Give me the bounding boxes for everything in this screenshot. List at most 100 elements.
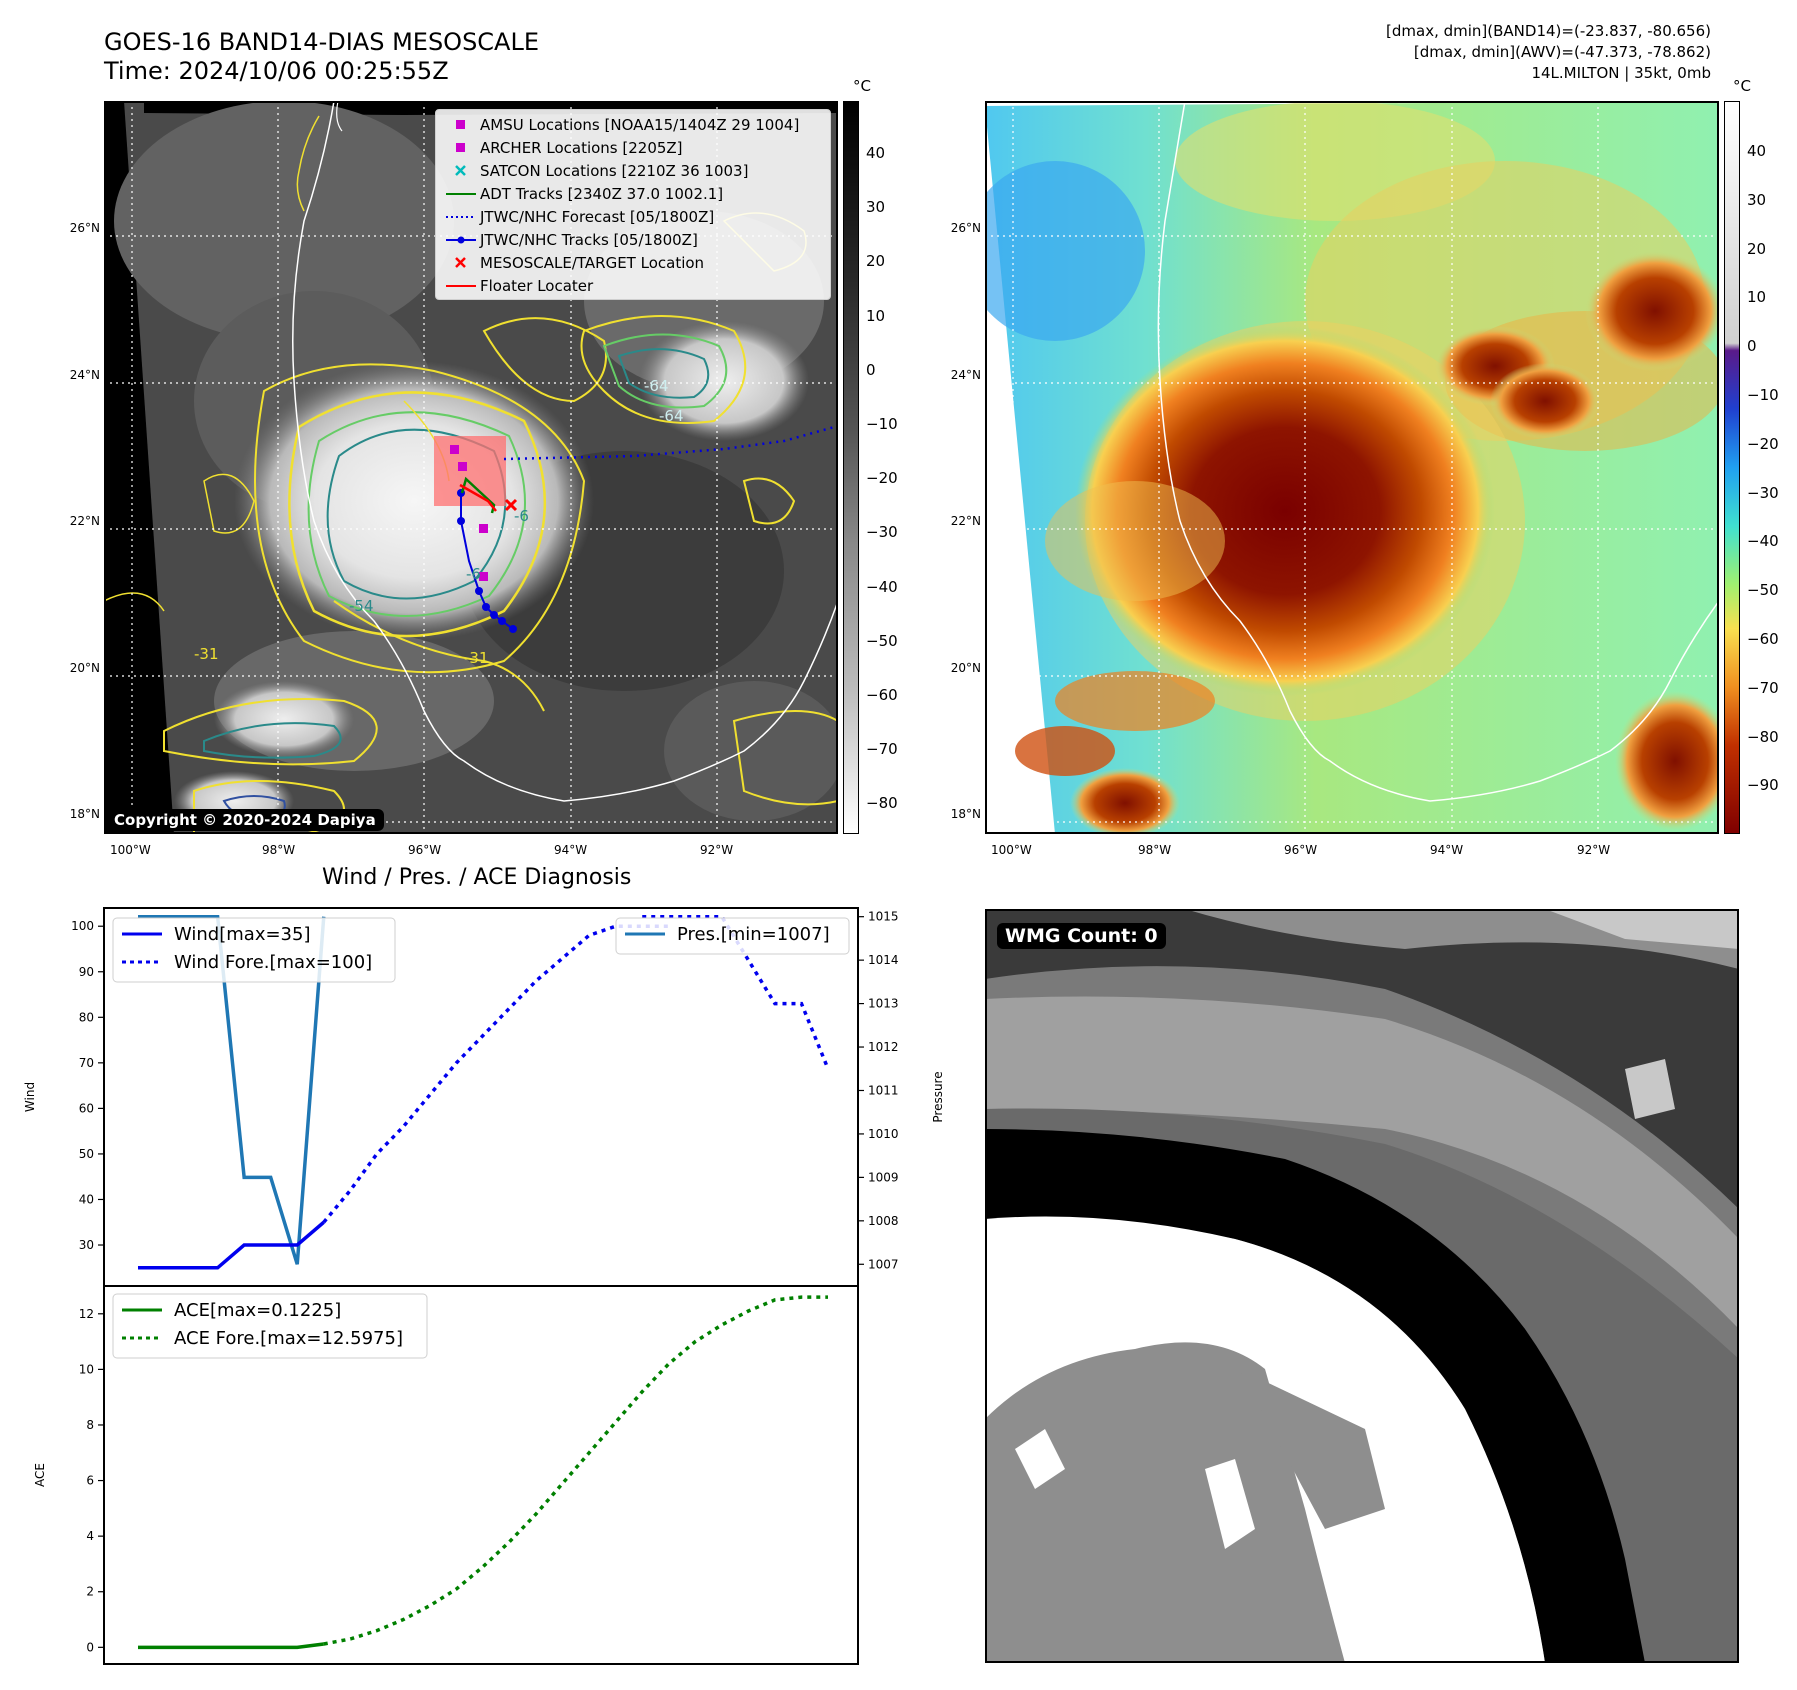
axis-tick-label: 1007 <box>868 1257 899 1271</box>
legend-item: JTWC/NHC Tracks [05/1800Z] <box>442 228 830 251</box>
wind-forecast-series-line <box>322 924 669 1224</box>
lat-label-22-right: 22°N <box>950 514 981 528</box>
axis-tick-label: 1008 <box>868 1214 899 1228</box>
pressure-axis-ticks: 1007 1008 1009 1010 1011 1012 1013 1014 1015 <box>858 910 899 1271</box>
lat-label-20: 20°N <box>69 661 100 675</box>
colorbar-tick: 10 <box>866 306 886 325</box>
lon-label-98: 98°W <box>262 843 296 857</box>
colorbar-tick: −90 <box>1747 776 1779 795</box>
colorbar-tick: 40 <box>1747 142 1767 160</box>
map-title: GOES-16 BAND14-DIAS MESOSCALE <box>104 28 540 56</box>
axis-tick-label: 6 <box>86 1474 94 1488</box>
legend-symbol <box>446 236 476 244</box>
legend-symbol <box>456 143 465 152</box>
colorbar-tick: −10 <box>1747 386 1779 404</box>
band14-map: -64 -64 -54 -6 -31 -31 -6 AMSU Locations… <box>104 101 838 834</box>
legend-symbol <box>455 257 466 268</box>
axis-tick-label: 8 <box>86 1418 94 1432</box>
map-time: Time: 2024/10/06 00:25:55Z <box>104 57 449 85</box>
colorbar-tick: −50 <box>866 631 898 650</box>
legend-label: AMSU Locations [NOAA15/1404Z 29 1004] <box>480 115 800 134</box>
pressure-forecast-series-line <box>642 914 830 1070</box>
axis-tick-label: 1014 <box>868 953 899 967</box>
archer-marker-3 <box>479 572 488 581</box>
wind-legend: Wind[max=35] Wind Fore.[max=100] <box>112 917 396 983</box>
colorbar-tick: −60 <box>1747 630 1779 648</box>
lon-label-94-right: 94°W <box>1430 843 1464 857</box>
target-marker <box>504 498 518 512</box>
lon-label-100: 100°W <box>110 843 151 857</box>
left-colorbar-unit: °C <box>853 77 871 95</box>
axis-tick-label: 80 <box>79 1010 94 1024</box>
awv-map <box>985 101 1719 834</box>
colorbar-tick: 30 <box>1747 190 1767 209</box>
lon-label-94: 94°W <box>554 843 588 857</box>
legend-symbol <box>456 120 465 129</box>
legend-item: ADT Tracks [2340Z 37.0 1002.1] <box>442 182 830 205</box>
wmg-panel: WMG Count: 0 <box>985 909 1739 1663</box>
lon-label-96-right: 96°W <box>1284 843 1318 857</box>
wmg-image <box>985 909 1739 1663</box>
amsu-marker <box>450 445 459 454</box>
floater-locater-line <box>459 483 497 512</box>
right-colorbar-unit: °C <box>1733 77 1751 95</box>
ace-series-line <box>138 1642 324 1650</box>
contour-label-5: -31 <box>194 645 219 663</box>
copyright-badge: Copyright © 2020-2024 Dapiya <box>106 809 384 831</box>
left-colorbar <box>843 101 859 834</box>
info-dmax-awv: [dmax, dmin](AWV)=(-47.373, -78.862) <box>1413 43 1711 61</box>
awv-map-frame <box>985 101 1719 834</box>
colorbar-tick: 20 <box>1747 239 1767 258</box>
lon-label-92-right: 92°W <box>1577 843 1611 857</box>
axis-tick-label: 1009 <box>868 1170 899 1184</box>
axis-tick-label: 4 <box>86 1529 94 1543</box>
floater-box <box>434 436 506 506</box>
colorbar-tick: 10 <box>1747 288 1767 307</box>
colorbar-tick: −20 <box>1747 434 1779 453</box>
lat-label-18: 18°N <box>69 807 100 821</box>
colorbar-tick: −80 <box>1747 727 1779 746</box>
contour-label-1: -64 <box>644 377 669 395</box>
colorbar-tick: 0 <box>1747 337 1757 356</box>
wmg-frame <box>985 909 1739 1663</box>
band14-track-overlay: -64 -64 -54 -6 -31 -31 -6 <box>194 377 838 667</box>
pressure-series-line <box>138 914 326 1265</box>
axis-tick-label: 1010 <box>868 1127 899 1141</box>
ace-legend-label: ACE[max=0.1225] <box>174 1300 341 1321</box>
colorbar-tick: −50 <box>1747 581 1779 600</box>
band14-map-frame <box>104 101 838 834</box>
axis-tick-label: 0 <box>86 1640 94 1654</box>
legend-item: Floater Locater <box>442 274 830 297</box>
wmg-count-badge: WMG Count: 0 <box>997 923 1166 949</box>
axis-tick-label: 50 <box>79 1147 94 1161</box>
axis-tick-label: 1013 <box>868 997 899 1011</box>
contour-label-7: -6 <box>514 507 529 525</box>
axis-tick-label: 40 <box>79 1192 94 1206</box>
ace-fore-legend-label: ACE Fore.[max=12.5975] <box>174 1328 403 1349</box>
info-storm: 14L.MILTON | 35kt, 0mb <box>1531 64 1711 82</box>
legend-item: JTWC/NHC Forecast [05/1800Z] <box>442 205 830 228</box>
diagnosis-title: Wind / Pres. / ACE Diagnosis <box>322 865 632 890</box>
pressure-axis-label: Pressure <box>931 1071 945 1122</box>
colorbar-tick: −40 <box>1747 532 1779 551</box>
archer-marker <box>458 462 467 471</box>
legend-symbol <box>446 193 476 195</box>
legend-symbol <box>446 285 476 287</box>
legend-symbol <box>446 216 476 218</box>
axis-tick-label: 90 <box>79 965 94 979</box>
axis-tick-label: 70 <box>79 1056 94 1070</box>
ace-forecast-series-line <box>323 1295 828 1646</box>
legend-label: MESOSCALE/TARGET Location <box>480 253 705 272</box>
axis-tick-label: 1012 <box>868 1040 899 1054</box>
axis-tick-label: 12 <box>79 1307 94 1321</box>
legend-label: JTWC/NHC Forecast [05/1800Z] <box>480 207 715 226</box>
contour-label-6: -31 <box>464 649 489 667</box>
lat-label-26-right: 26°N <box>950 221 981 235</box>
legend-symbol <box>455 165 466 176</box>
colorbar-tick: −70 <box>866 740 898 759</box>
wind-axis-ticks: 30 40 50 60 70 80 90 100 <box>71 919 104 1252</box>
legend-label: ARCHER Locations [2205Z] <box>480 138 683 157</box>
lat-label-24-right: 24°N <box>950 368 981 382</box>
colorbar-tick: −30 <box>866 523 898 542</box>
lon-label-92: 92°W <box>700 843 734 857</box>
